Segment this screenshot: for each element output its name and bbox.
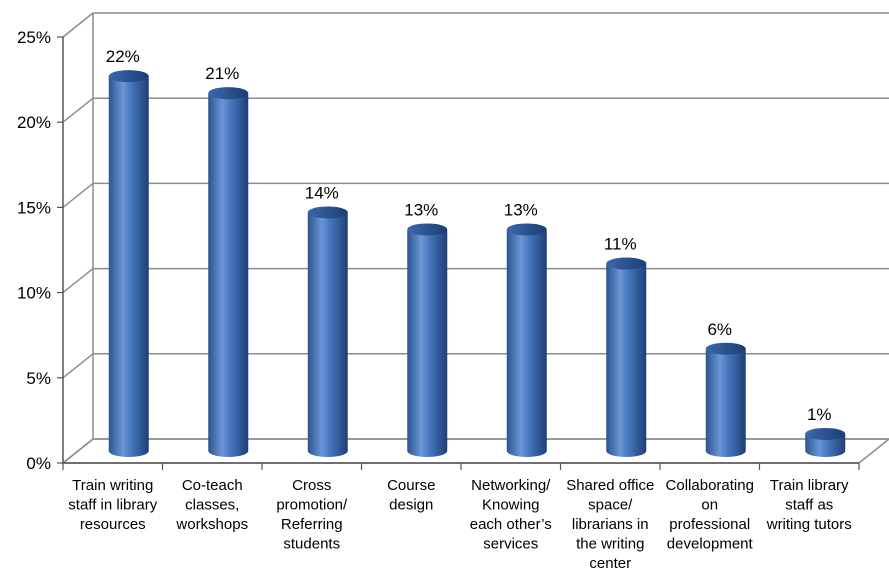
bar-top	[208, 87, 249, 100]
bar-top	[407, 223, 448, 236]
y-tick-label: 10%	[17, 284, 51, 303]
data-label: 13%	[404, 200, 438, 219]
labels: 0% 5% 10% 15% 20% 25% 22% Train writing staff in…	[17, 28, 852, 568]
data-label: 21%	[205, 64, 239, 83]
gridline-side	[62, 268, 94, 294]
bar-body	[805, 433, 846, 458]
category-label: Collaborating on professional development	[666, 477, 754, 553]
bar-body	[307, 212, 348, 458]
y-tick-label: 0%	[26, 454, 51, 473]
bar	[407, 223, 448, 458]
category-label: Co-teach classes, workshops	[175, 477, 248, 533]
bar	[307, 206, 348, 458]
data-label: 14%	[305, 183, 339, 202]
bar-top	[307, 206, 348, 219]
y-tick-label: 15%	[17, 198, 51, 217]
category-label: Train library staff as writing tutors	[766, 477, 852, 533]
bar-top	[805, 427, 846, 440]
gridline-side	[62, 182, 94, 208]
y-tick-label: 20%	[17, 113, 51, 132]
bar	[208, 87, 249, 458]
bar	[705, 342, 746, 458]
data-label: 6%	[707, 320, 732, 339]
bar	[108, 70, 149, 458]
gridline-side	[62, 12, 94, 38]
bar-body	[208, 93, 249, 458]
floor	[60, 438, 889, 464]
category-label: Shared office space/librarians in the writ…	[566, 477, 654, 568]
gridline-side	[62, 353, 94, 379]
bar-body	[108, 76, 149, 458]
bar	[606, 257, 647, 458]
bar-body	[705, 348, 746, 458]
category-label: Course design	[387, 477, 435, 514]
category-label: Train writing staff in library resources	[68, 477, 157, 533]
bar-body	[606, 263, 647, 458]
category-label: Cross promotion/Referring students	[276, 477, 348, 553]
data-label: 11%	[604, 235, 637, 254]
bar-body	[506, 229, 547, 458]
gridline-side	[62, 97, 94, 123]
bar-top	[705, 342, 746, 355]
grid-lines	[60, 12, 889, 464]
bar-top	[506, 223, 547, 236]
bars	[108, 70, 846, 458]
bar	[805, 427, 846, 458]
axes	[57, 36, 860, 470]
data-label: 1%	[807, 405, 832, 424]
bar-top	[606, 257, 647, 270]
data-label: 22%	[106, 47, 140, 66]
category-label: Networking/Knowing each other’s services	[470, 477, 552, 553]
bar-body	[407, 229, 448, 458]
y-tick-label: 25%	[17, 28, 51, 47]
data-label: 13%	[504, 200, 538, 219]
bar-top	[108, 70, 149, 83]
y-tick-label: 5%	[26, 369, 51, 388]
bar	[506, 223, 547, 458]
